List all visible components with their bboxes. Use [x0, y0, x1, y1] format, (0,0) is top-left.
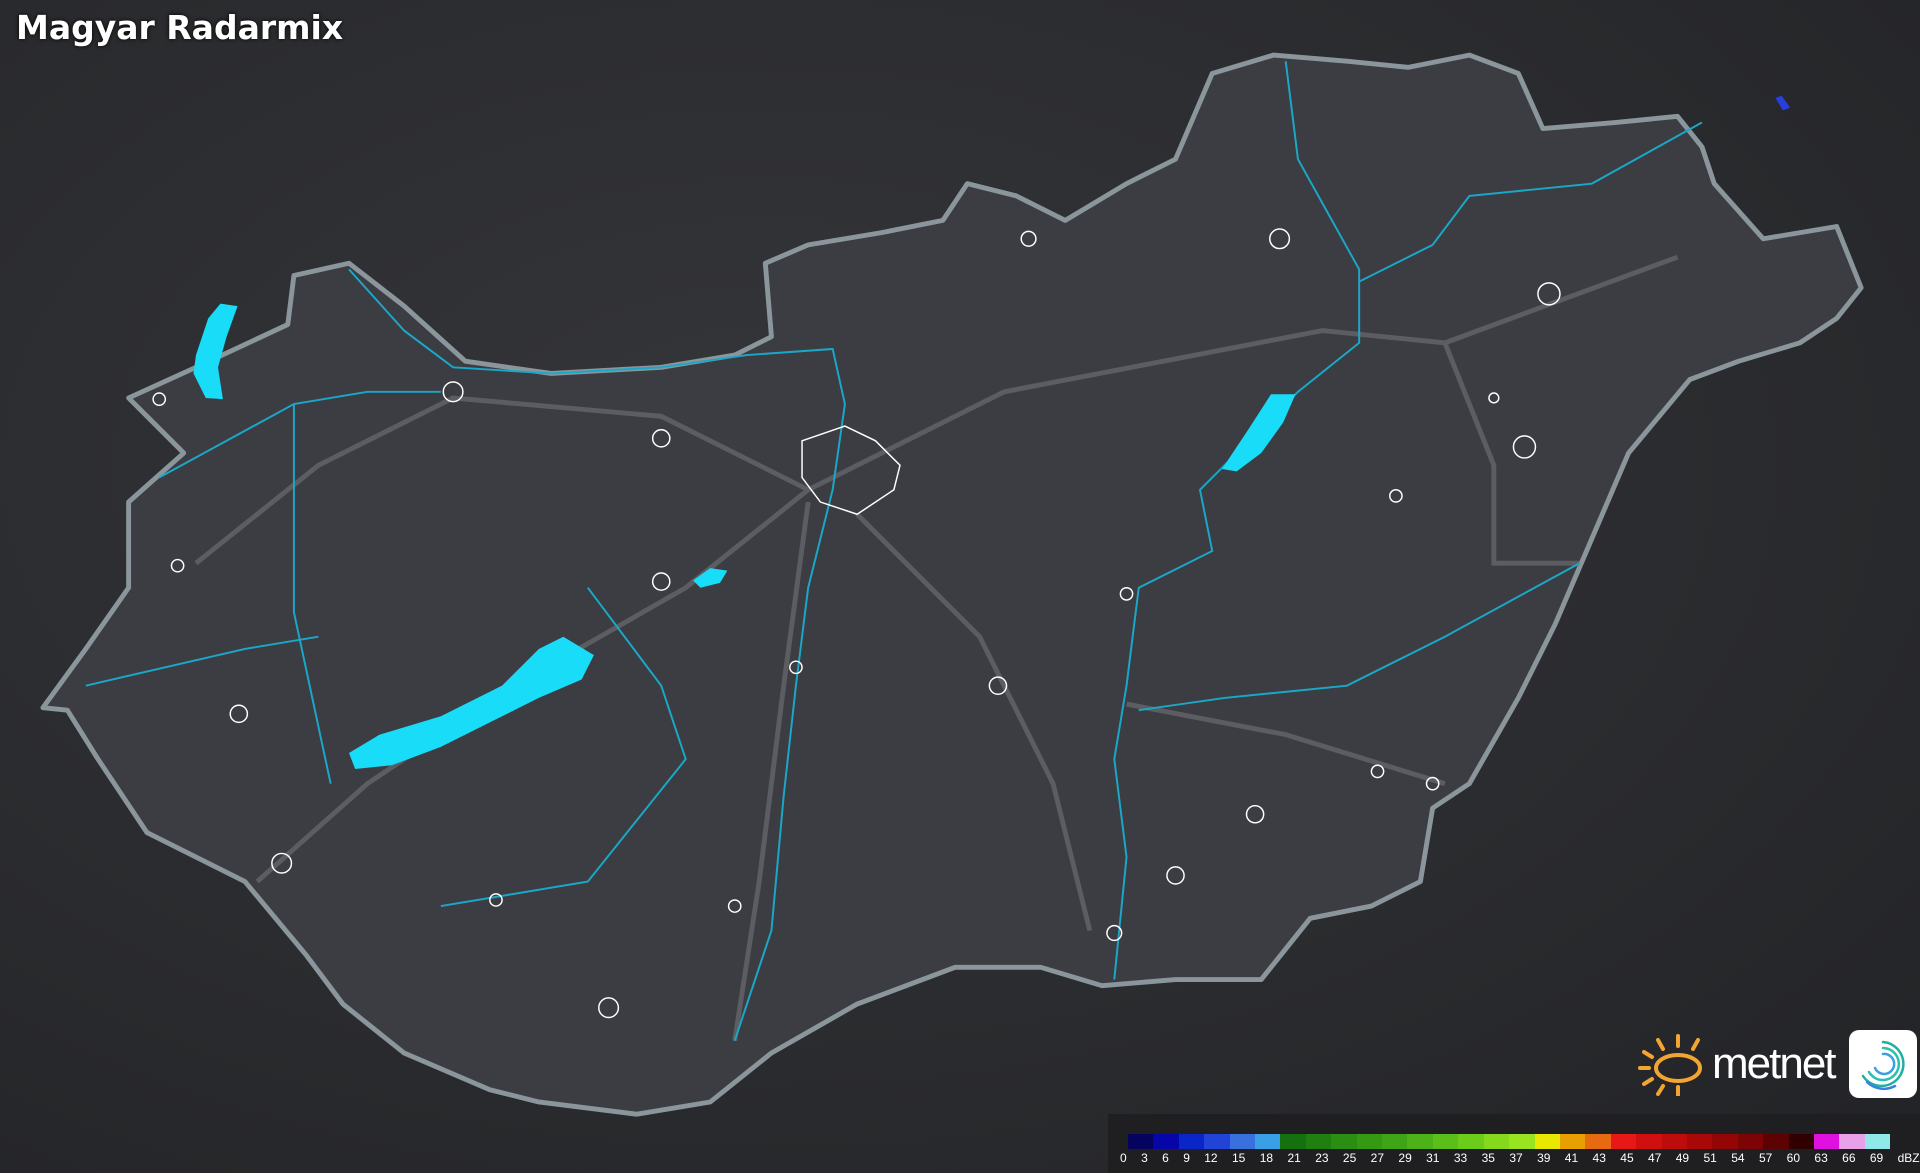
- legend-swatch: [1128, 1134, 1154, 1149]
- legend-swatch: [1534, 1134, 1560, 1149]
- legend-label: 12: [1204, 1151, 1218, 1165]
- legend-label: 54: [1731, 1151, 1745, 1165]
- legend-swatch: [1255, 1134, 1281, 1149]
- legend-swatch: [1229, 1134, 1256, 1149]
- legend-label: 60: [1786, 1151, 1801, 1165]
- legend-swatch: [1686, 1134, 1713, 1149]
- map-title: Magyar Radarmix: [16, 8, 344, 47]
- legend-swatch: [1280, 1134, 1306, 1149]
- legend-label: 9: [1183, 1151, 1190, 1165]
- legend-label: 51: [1703, 1151, 1717, 1165]
- metnet-logo[interactable]: metnet: [1636, 1030, 1917, 1098]
- legend-label: 15: [1231, 1151, 1246, 1165]
- lake-velence: [693, 568, 728, 588]
- legend-swatch: [1432, 1134, 1459, 1149]
- legend-label: 18: [1259, 1151, 1274, 1165]
- legend-label: 3: [1141, 1151, 1148, 1165]
- legend-swatch: [1763, 1134, 1789, 1149]
- legend-swatch: [1458, 1134, 1484, 1149]
- legend-swatch: [1204, 1134, 1230, 1149]
- legend-swatch: [1356, 1134, 1383, 1149]
- budapest-outline: [801, 425, 901, 516]
- lakes: [193, 95, 1791, 769]
- logo-text: metnet: [1712, 1039, 1837, 1088]
- sun-icon: [1638, 1034, 1702, 1096]
- legend-label: 69: [1869, 1151, 1884, 1165]
- legend-label: 66: [1842, 1151, 1856, 1165]
- legend-label: 25: [1342, 1151, 1357, 1165]
- legend-label: 47: [1648, 1151, 1662, 1165]
- city-outlines: [152, 228, 1561, 1019]
- legend-swatch: [1661, 1134, 1687, 1149]
- legend-swatch: [1509, 1134, 1535, 1149]
- lake-balaton: [349, 636, 594, 769]
- legend-swatch: [1813, 1134, 1840, 1149]
- legend-label: 31: [1426, 1151, 1440, 1165]
- legend-labels: 0 3 6 9 12 15 18 21 23 25 27 29 31 33 35 37 39 41 43 45 47 49…: [1120, 1151, 1920, 1165]
- legend-label: 33: [1453, 1151, 1468, 1165]
- legend-label: 23: [1315, 1151, 1329, 1165]
- legend-label: 57: [1758, 1151, 1773, 1165]
- legend-swatch: [1559, 1134, 1586, 1149]
- legend-label: 35: [1481, 1151, 1495, 1165]
- lake-tisza: [1222, 394, 1296, 472]
- legend-swatch: [1585, 1134, 1611, 1149]
- legend-label: dBZ: [1897, 1151, 1920, 1165]
- legend-swatch: [1864, 1134, 1891, 1149]
- rivers: [85, 61, 1703, 1042]
- lake-ferto: [193, 303, 238, 400]
- radar-echo: [1775, 95, 1791, 111]
- country-area: [40, 52, 1864, 1117]
- legend-swatch: [1178, 1134, 1205, 1149]
- legend-swatch: [1483, 1134, 1510, 1149]
- legend-label: 21: [1287, 1151, 1301, 1165]
- legend-label: 0: [1120, 1151, 1127, 1165]
- legend-swatch: [1305, 1134, 1332, 1149]
- legend-label: 49: [1675, 1151, 1690, 1165]
- legend-label: 27: [1370, 1151, 1385, 1165]
- app-icon[interactable]: [1848, 1030, 1917, 1098]
- legend-swatch: [1636, 1134, 1662, 1149]
- radar-swirl-icon: [1861, 1040, 1905, 1091]
- legend-swatch: [1331, 1134, 1357, 1149]
- legend-swatch: [1153, 1134, 1179, 1149]
- legend-label: 41: [1564, 1151, 1579, 1165]
- legend-label: 29: [1398, 1151, 1412, 1165]
- legend-swatch: [1839, 1134, 1865, 1149]
- legend-color-bar: [1128, 1134, 1891, 1149]
- legend-label: 63: [1814, 1151, 1828, 1165]
- legend-label: 6: [1162, 1151, 1169, 1165]
- legend-swatch: [1788, 1134, 1814, 1149]
- legend-label: 43: [1592, 1151, 1606, 1165]
- legend-swatch: [1712, 1134, 1738, 1149]
- legend-swatch: [1382, 1134, 1408, 1149]
- legend-label: 37: [1509, 1151, 1523, 1165]
- legend-label: 39: [1537, 1151, 1551, 1165]
- dbz-color-legend: 0 3 6 9 12 15 18 21 23 25 27 29 31 33 35 37 39 41 43 45 47 49…: [1108, 1114, 1920, 1173]
- legend-label: 45: [1620, 1151, 1634, 1165]
- legend-swatch: [1407, 1134, 1433, 1149]
- legend-swatch: [1737, 1134, 1764, 1149]
- legend-swatch: [1610, 1134, 1637, 1149]
